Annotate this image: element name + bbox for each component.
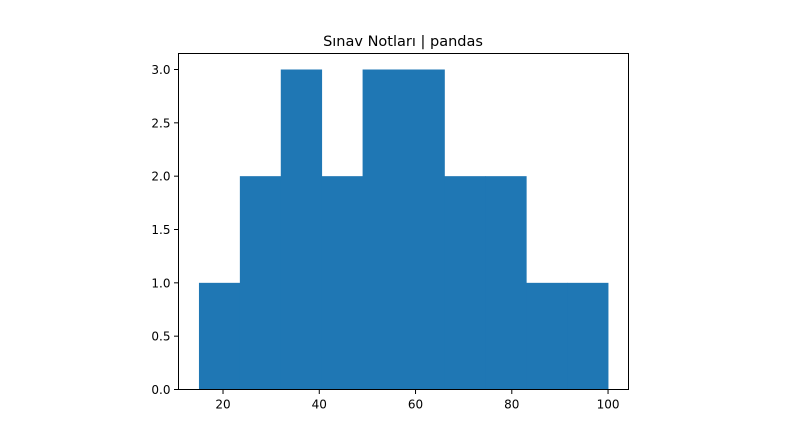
x-tick-label: 60 (408, 398, 423, 412)
x-tick-label: 20 (215, 398, 230, 412)
x-tick-label: 100 (597, 398, 620, 412)
plot-area-frame (178, 53, 629, 390)
x-axis-ticks: 20 40 60 80 100 (215, 389, 620, 412)
x-tick-label: 40 (312, 398, 327, 412)
x-tick-label: 80 (504, 398, 519, 412)
histogram-bars (198, 69, 609, 390)
histogram-bar-2 (239, 176, 282, 390)
histogram-bar-4 (321, 176, 363, 390)
y-tick-label: 0.5 (151, 330, 170, 344)
histogram-bar-1 (198, 282, 241, 390)
y-tick-label: 3.0 (151, 63, 170, 77)
histogram-bar-10 (567, 282, 609, 390)
histogram-bar-9 (526, 282, 568, 390)
histogram-bar-8 (485, 176, 527, 390)
y-tick-label: 0.0 (151, 383, 170, 397)
chart-title: Sınav Notları | pandas (323, 34, 483, 50)
histogram-bar-6 (403, 69, 445, 390)
histogram-bar-7 (444, 176, 486, 390)
y-tick-label: 2.0 (151, 170, 170, 184)
y-axis-ticks: 0.0 0.5 1.0 1.5 2.0 2.5 3.0 (151, 63, 179, 397)
y-tick-label: 1.0 (151, 276, 170, 290)
y-tick-label: 1.5 (151, 223, 170, 237)
y-tick-label: 2.5 (151, 116, 170, 130)
histogram-bar-3 (280, 69, 323, 390)
histogram-bar-5 (362, 69, 404, 390)
